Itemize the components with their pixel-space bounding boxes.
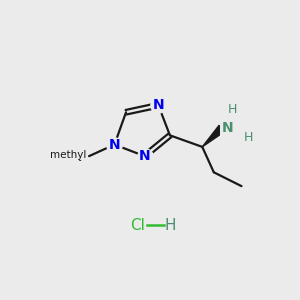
Text: Cl: Cl <box>130 218 145 233</box>
Text: methyl: methyl <box>49 151 88 161</box>
Text: N: N <box>153 98 164 112</box>
Text: N: N <box>139 149 150 163</box>
Text: methyl: methyl <box>50 150 87 160</box>
Text: N: N <box>222 122 233 135</box>
Text: H: H <box>228 103 237 116</box>
Text: H: H <box>244 131 253 144</box>
Text: H: H <box>164 218 176 233</box>
Text: N: N <box>109 138 120 152</box>
Polygon shape <box>202 125 225 147</box>
